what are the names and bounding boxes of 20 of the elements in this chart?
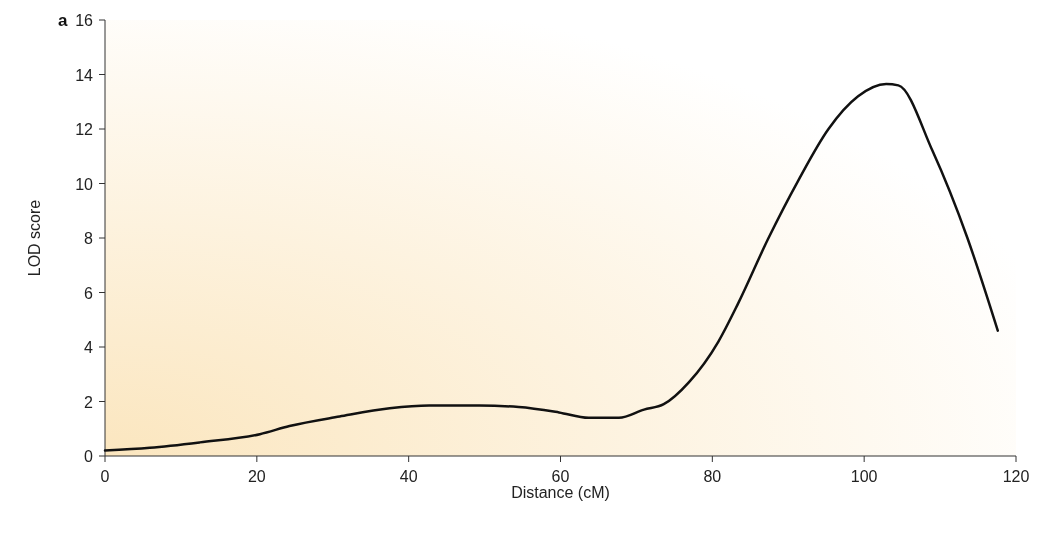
y-tick-label: 12 — [75, 121, 94, 138]
text: a — [58, 11, 68, 30]
y-tick-label: 0 — [84, 448, 94, 465]
y-axis-title: LOD score — [26, 199, 43, 277]
y-tick-label: 14 — [75, 66, 94, 84]
x-tick-label: 80 — [703, 468, 722, 485]
y-tick-label: 2 — [84, 393, 94, 411]
y-tick-label: 8 — [84, 230, 94, 247]
y-tick-label: 16 — [75, 12, 94, 29]
x-tick-label: 20 — [247, 468, 266, 485]
x-axis-title: Distance (cM) — [511, 484, 610, 501]
y-tick-label: 10 — [75, 175, 94, 193]
x-tick-label: 40 — [399, 468, 418, 485]
line-series — [103, 82, 1000, 452]
x-tick-label: 100 — [850, 468, 878, 485]
x-tick-label: 120 — [1002, 468, 1030, 485]
x-tick-label: 60 — [551, 468, 570, 485]
y-tick-label: 4 — [84, 339, 94, 356]
y-tick-label: 6 — [84, 284, 94, 302]
x-tick-label: 0 — [100, 468, 110, 485]
